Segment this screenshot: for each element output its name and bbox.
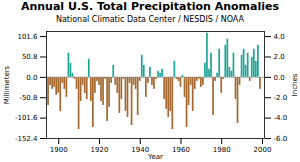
- svg-text:0.0: 0.0: [26, 74, 37, 82]
- svg-text:Inches: Inches: [291, 73, 299, 96]
- html-text:National Climatic Data Center: National Climatic Data Center / NESDIS /…: [56, 15, 244, 24]
- svg-text:-4.0: -4.0: [274, 114, 288, 122]
- svg-text:0.0: 0.0: [274, 74, 285, 82]
- html-text:Annual U.S. Total Precipitatio: Annual U.S. Total Precipitation Anomalie…: [20, 0, 279, 13]
- svg-text:1920: 1920: [91, 146, 109, 154]
- svg-text:Millimeters: Millimeters: [3, 65, 11, 104]
- svg-text:1980: 1980: [213, 146, 231, 154]
- svg-text:4.0: 4.0: [274, 33, 285, 41]
- svg-text:1960: 1960: [172, 146, 190, 154]
- svg-text:-6.0: -6.0: [274, 135, 288, 143]
- svg-text:2000: 2000: [254, 146, 272, 154]
- svg-text:2.0: 2.0: [274, 53, 285, 61]
- svg-text:Year: Year: [147, 153, 163, 161]
- svg-text:-2.0: -2.0: [274, 94, 288, 102]
- svg-text:1940: 1940: [131, 146, 149, 154]
- svg-text:-152.4: -152.4: [15, 135, 38, 143]
- svg-text:-101.6: -101.6: [15, 114, 38, 122]
- svg-text:50.8: 50.8: [22, 53, 38, 61]
- svg-text:-50.8: -50.8: [19, 94, 37, 102]
- svg-text:1900: 1900: [50, 146, 68, 154]
- svg-text:101.6: 101.6: [17, 33, 38, 41]
